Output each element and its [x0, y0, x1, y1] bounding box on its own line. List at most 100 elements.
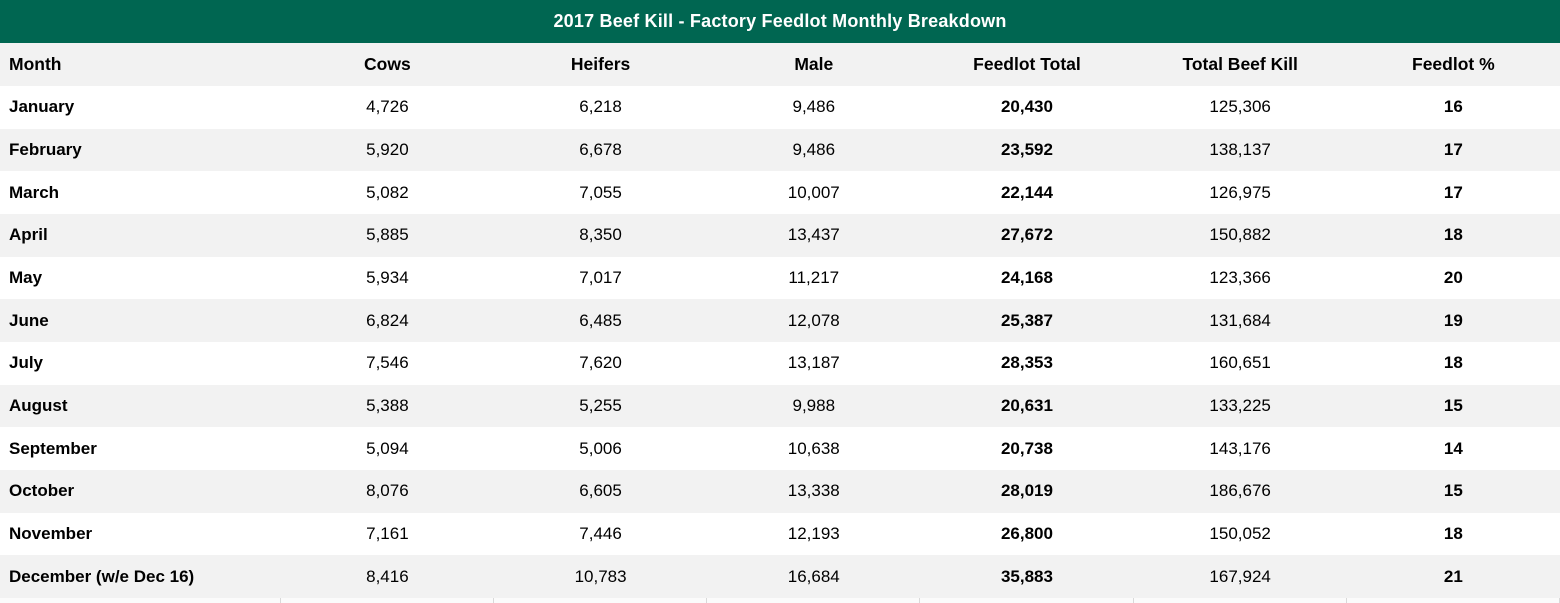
cell-feedlot-total: 25,387	[1000, 310, 1053, 330]
column-header-cows: Cows	[364, 54, 411, 74]
cell-cows: 5,885	[366, 225, 409, 245]
cell-cows: 7,546	[366, 353, 409, 373]
gridline-segment	[494, 598, 708, 603]
cell-cows: 5,920	[366, 140, 409, 159]
table-row: November 7,161 7,446 12,193 26,800 150,0…	[0, 512, 1560, 556]
cell-feedlot-total: 22,144	[1000, 182, 1053, 202]
table-row: February 5,920 6,678 9,486 23,592 138,13…	[0, 128, 1560, 172]
table-body: January 4,726 6,218 9,486 20,430 125,306…	[0, 86, 1560, 599]
cell-feedlot-total: 24,168	[1000, 268, 1053, 288]
cell-heifers: 7,055	[579, 182, 622, 202]
cell-total-beef-kill: 126,975	[1209, 182, 1271, 202]
table-row: January 4,726 6,218 9,486 20,430 125,306…	[0, 86, 1560, 129]
gridline-segment	[920, 598, 1134, 603]
cell-male: 12,193	[787, 524, 840, 544]
gridline-segment	[1347, 598, 1560, 603]
cell-month: August	[9, 396, 68, 416]
cell-feedlot-pct: 15	[1443, 396, 1463, 416]
table-title: 2017 Beef Kill - Factory Feedlot Monthly…	[553, 11, 1007, 31]
cell-heifers: 6,605	[579, 481, 622, 501]
cell-total-beef-kill: 138,137	[1209, 140, 1271, 159]
cell-feedlot-pct: 17	[1443, 140, 1463, 159]
gridline-segment	[707, 598, 921, 603]
cell-feedlot-pct: 15	[1443, 481, 1463, 501]
cell-cows: 8,416	[366, 566, 409, 586]
column-header-feedlot-pct: Feedlot %	[1412, 54, 1495, 74]
cell-month: June	[9, 310, 49, 330]
cell-month: April	[9, 225, 48, 245]
cell-feedlot-total: 35,883	[1000, 566, 1053, 586]
cell-total-beef-kill: 143,176	[1209, 438, 1271, 458]
cell-feedlot-total: 20,430	[1000, 97, 1053, 117]
cell-total-beef-kill: 186,676	[1209, 481, 1271, 501]
cell-feedlot-total: 27,672	[1000, 225, 1053, 245]
cell-feedlot-pct: 16	[1443, 97, 1463, 117]
cell-cows: 6,824	[366, 310, 409, 330]
cell-heifers: 7,620	[579, 353, 622, 373]
cell-month: September	[9, 438, 97, 458]
gridline-segment	[1134, 598, 1347, 603]
cell-total-beef-kill: 123,366	[1209, 268, 1271, 288]
cell-feedlot-pct: 20	[1443, 268, 1463, 288]
cell-male: 9,486	[792, 140, 836, 159]
cell-heifers: 7,017	[579, 268, 622, 288]
table-row: October 8,076 6,605 13,338 28,019 186,67…	[0, 470, 1560, 513]
cell-month: December (w/e Dec 16)	[9, 566, 195, 586]
cell-cows: 5,388	[366, 396, 409, 416]
cell-feedlot-pct: 17	[1443, 182, 1463, 202]
cell-month: March	[9, 182, 60, 202]
column-header-male: Male	[794, 54, 834, 74]
cell-male: 11,217	[788, 268, 840, 288]
cell-heifers: 6,678	[579, 140, 622, 159]
cell-male: 13,437	[787, 225, 840, 245]
cell-male: 13,338	[787, 481, 840, 501]
cell-heifers: 10,783	[574, 566, 627, 586]
cell-feedlot-total: 20,631	[1000, 396, 1053, 416]
column-header-feedlot-total: Feedlot Total	[973, 54, 1081, 74]
cell-male: 9,988	[792, 396, 836, 416]
cell-cows: 4,726	[366, 97, 409, 117]
cell-feedlot-total: 26,800	[1000, 524, 1053, 544]
cell-cows: 5,094	[366, 438, 409, 458]
cell-cows: 5,082	[366, 182, 409, 202]
cell-heifers: 7,446	[579, 524, 622, 544]
table-row: June 6,824 6,485 12,078 25,387 131,684 1…	[0, 299, 1560, 343]
table-row: December (w/e Dec 16) 8,416 10,783 16,68…	[0, 555, 1560, 599]
table-row: August 5,388 5,255 9,988 20,631 133,225 …	[0, 384, 1560, 428]
cell-total-beef-kill: 131,684	[1209, 310, 1271, 330]
cell-male: 10,007	[787, 182, 840, 202]
cell-feedlot-pct: 19	[1443, 310, 1463, 330]
cell-feedlot-total: 20,738	[1000, 438, 1053, 458]
cell-feedlot-pct: 18	[1443, 524, 1463, 544]
cell-feedlot-pct: 18	[1443, 353, 1463, 373]
cell-month: May	[9, 268, 43, 288]
table-title-bar: 2017 Beef Kill - Factory Feedlot Monthly…	[0, 0, 1560, 43]
cell-total-beef-kill: 160,651	[1209, 353, 1271, 373]
column-header-heifers: Heifers	[570, 54, 631, 74]
cell-cows: 7,161	[366, 524, 409, 544]
cell-heifers: 6,218	[579, 97, 622, 117]
cell-total-beef-kill: 150,052	[1209, 524, 1271, 544]
table-row: July 7,546 7,620 13,187 28,353 160,651 1…	[0, 342, 1560, 385]
column-header-month: Month	[9, 54, 62, 74]
cell-month: January	[9, 97, 75, 117]
cell-male: 13,187	[787, 353, 840, 373]
cell-feedlot-pct: 14	[1443, 438, 1463, 458]
table-row: September 5,094 5,006 10,638 20,738 143,…	[0, 427, 1560, 471]
cell-feedlot-pct: 18	[1443, 225, 1463, 245]
gridline-strip	[0, 598, 1560, 603]
cell-male: 16,684	[787, 566, 840, 586]
cell-month: October	[9, 481, 75, 501]
table-row: May 5,934 7,017 11,217 24,168 123,366 20	[0, 256, 1560, 300]
cell-cows: 8,076	[366, 481, 409, 501]
cell-heifers: 8,350	[579, 225, 622, 245]
cell-feedlot-pct: 21	[1443, 566, 1463, 586]
cell-month: February	[9, 140, 82, 159]
table-row: March 5,082 7,055 10,007 22,144 126,975 …	[0, 171, 1560, 215]
table-header-row: Month Cows Heifers Male Feedlot Total To…	[0, 43, 1560, 86]
cell-male: 10,638	[787, 438, 840, 458]
gridline-segment	[0, 598, 281, 603]
cell-feedlot-total: 28,353	[1000, 353, 1053, 373]
cell-heifers: 6,485	[579, 310, 622, 330]
